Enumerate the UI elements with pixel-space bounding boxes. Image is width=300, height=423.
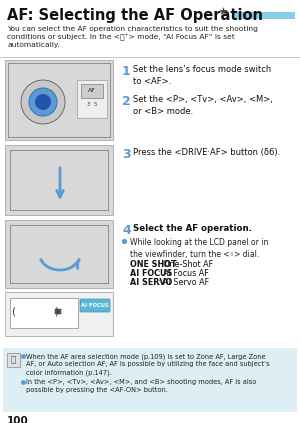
Text: AI SERVO: AI SERVO — [130, 278, 172, 287]
FancyBboxPatch shape — [77, 80, 107, 118]
Text: ★: ★ — [215, 8, 229, 18]
Text: Press the <DRIVE·AF> button (δ6).: Press the <DRIVE·AF> button (δ6). — [133, 148, 280, 157]
Text: You can select the AF operation characteristics to suit the shooting: You can select the AF operation characte… — [7, 26, 258, 32]
Text: ONE SHOT: ONE SHOT — [130, 260, 177, 269]
Circle shape — [21, 80, 65, 124]
Text: Set the lens’s focus mode switch
to <AF>.: Set the lens’s focus mode switch to <AF>… — [133, 65, 271, 86]
Text: 1: 1 — [122, 65, 131, 78]
FancyBboxPatch shape — [5, 220, 113, 288]
FancyBboxPatch shape — [7, 353, 20, 367]
FancyBboxPatch shape — [55, 309, 61, 314]
Text: AI FOCUS: AI FOCUS — [130, 269, 172, 278]
FancyBboxPatch shape — [232, 12, 295, 19]
Text: ⎘: ⎘ — [11, 355, 16, 365]
Text: : One-Shot AF: : One-Shot AF — [158, 260, 214, 269]
Text: In the <P>, <Tv>, <Av>, <M>, and <B> shooting modes, AF is also
possible by pres: In the <P>, <Tv>, <Av>, <M>, and <B> sho… — [26, 379, 256, 393]
FancyBboxPatch shape — [3, 348, 297, 412]
Text: (            ): ( ) — [11, 307, 58, 317]
FancyBboxPatch shape — [5, 292, 113, 336]
Text: 4: 4 — [122, 224, 131, 237]
Text: 2: 2 — [122, 95, 131, 108]
Text: 3  5: 3 5 — [87, 102, 97, 107]
FancyBboxPatch shape — [81, 84, 103, 98]
Text: 100: 100 — [7, 416, 29, 423]
Text: Set the <P>, <Tv>, <Av>, <M>,
or <B> mode.: Set the <P>, <Tv>, <Av>, <M>, or <B> mod… — [133, 95, 273, 116]
Text: 3: 3 — [122, 148, 130, 161]
Circle shape — [35, 94, 51, 110]
FancyBboxPatch shape — [10, 298, 78, 328]
Text: AI FOCUS: AI FOCUS — [81, 303, 109, 308]
FancyBboxPatch shape — [5, 145, 113, 215]
Text: conditions or subject. In the <Ⓐ⁺> mode, “AI Focus AF” is set: conditions or subject. In the <Ⓐ⁺> mode,… — [7, 34, 235, 41]
Text: AF: Selecting the AF Operation: AF: Selecting the AF Operation — [7, 8, 263, 23]
Text: : AI Servo AF: : AI Servo AF — [158, 278, 209, 287]
FancyBboxPatch shape — [5, 60, 113, 140]
Text: Select the AF operation.: Select the AF operation. — [133, 224, 252, 233]
Text: While looking at the LCD panel or in
the viewfinder, turn the <◦> dial.: While looking at the LCD panel or in the… — [130, 238, 268, 259]
Text: AF: AF — [88, 88, 96, 93]
FancyBboxPatch shape — [80, 299, 110, 312]
Text: automatically.: automatically. — [7, 42, 60, 48]
Text: When the AF area selection mode (p.109) is set to Zone AF, Large Zone
AF, or Aut: When the AF area selection mode (p.109) … — [26, 353, 270, 376]
Text: : AI Focus AF: : AI Focus AF — [158, 269, 209, 278]
Circle shape — [29, 88, 57, 116]
